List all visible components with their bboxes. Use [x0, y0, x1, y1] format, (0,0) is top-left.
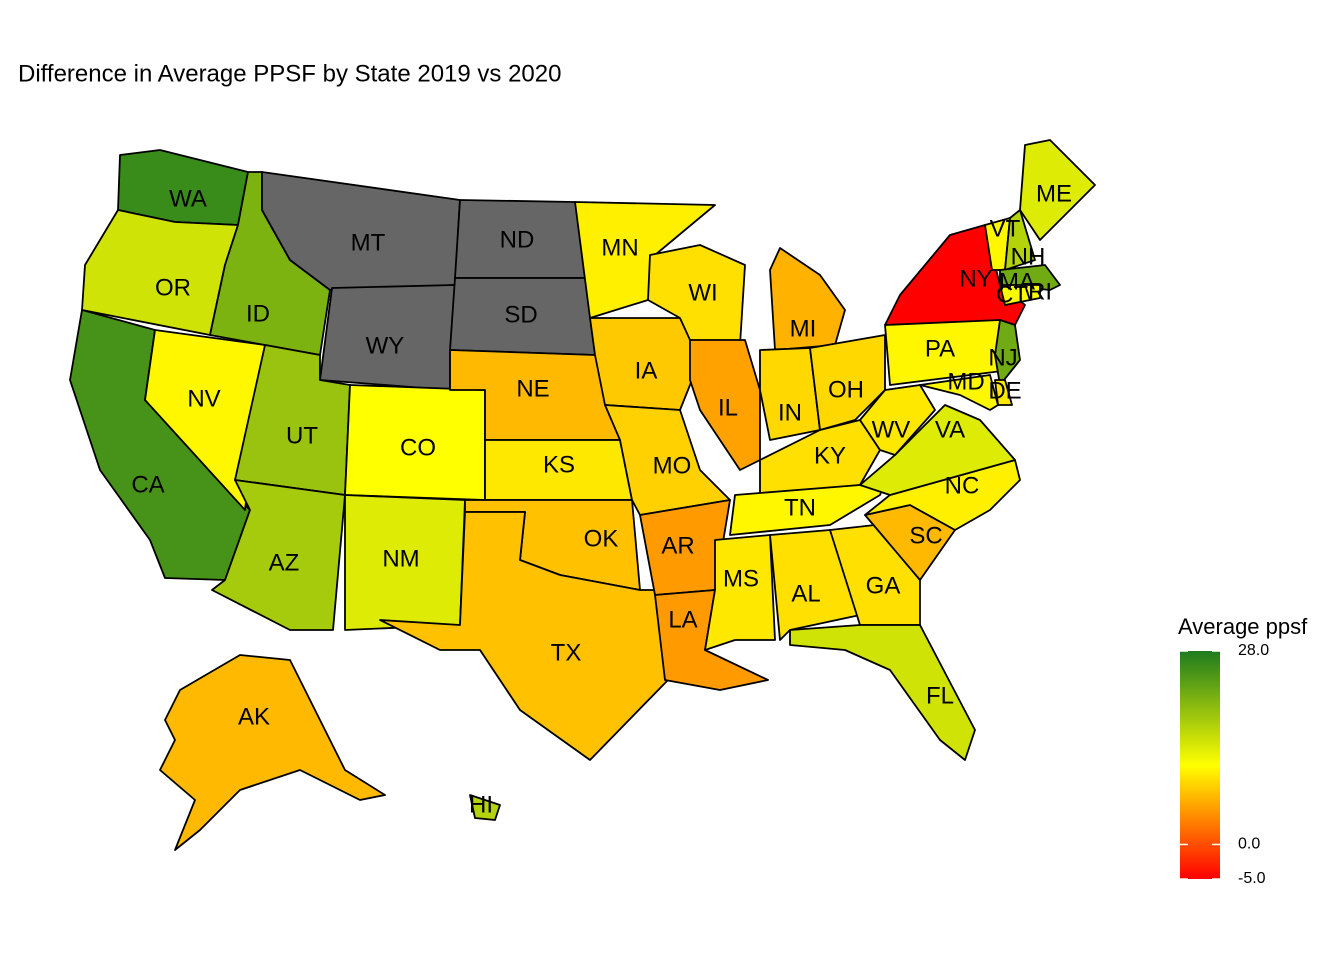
state-label: IL — [718, 394, 738, 421]
state-label: AK — [238, 703, 270, 730]
state-label: MI — [790, 315, 817, 342]
state-label: MS — [723, 565, 759, 592]
state-label: VA — [935, 416, 965, 443]
state-label: CA — [131, 471, 164, 498]
state-label: ND — [500, 226, 535, 253]
state-label: NY — [959, 265, 992, 292]
state — [1019, 139, 1096, 241]
state — [1024, 284, 1041, 301]
state-label: SD — [504, 301, 537, 328]
state-label: MD — [947, 368, 984, 395]
state — [829, 524, 921, 626]
state-label: ID — [246, 300, 270, 327]
state — [769, 529, 861, 641]
state — [919, 374, 999, 411]
state — [859, 384, 936, 456]
state-label: DE — [988, 377, 1021, 404]
state-label: VT — [990, 215, 1021, 242]
state-label: NE — [516, 375, 549, 402]
state — [379, 511, 669, 761]
states — [69, 139, 1096, 851]
state-label: OR — [155, 274, 191, 301]
state-label: AZ — [269, 549, 300, 576]
state-label: NM — [382, 545, 419, 572]
state-label: HI — [469, 791, 493, 818]
state-label: RI — [1028, 278, 1052, 305]
state — [689, 339, 761, 471]
state-label: FL — [926, 682, 954, 709]
state — [159, 654, 386, 851]
state — [704, 534, 776, 651]
state-label: SC — [909, 522, 942, 549]
state-label: IA — [635, 357, 658, 384]
state — [144, 329, 266, 511]
legend: 28.0 0.0 -5.0 — [1180, 642, 1269, 887]
state-label: CO — [400, 434, 436, 461]
state-label: TX — [551, 639, 582, 666]
legend-title: Average ppsf — [1178, 614, 1308, 639]
state-label: NJ — [988, 344, 1017, 371]
state — [994, 379, 1013, 406]
state-label: WV — [872, 416, 911, 443]
state-label: MO — [653, 452, 692, 479]
state — [1004, 209, 1036, 271]
state — [994, 319, 1021, 386]
state-label: MN — [601, 234, 638, 261]
state-label: UT — [286, 422, 318, 449]
state-label: WA — [169, 185, 207, 212]
state-label: MA — [999, 268, 1035, 295]
state-label: NH — [1011, 243, 1046, 270]
state-label: WY — [366, 332, 405, 359]
state-label: OH — [828, 376, 864, 403]
state-label: CT — [996, 281, 1028, 308]
state-label: ME — [1036, 180, 1072, 207]
colorbar — [1180, 651, 1220, 879]
state — [809, 334, 886, 431]
state-label: KY — [814, 442, 846, 469]
state-labels: WA OR CA NV ID MT WY ND SD UT CO AZ NM NE KS OK TX MN IA MO… — [131, 180, 1072, 818]
state-label: AR — [661, 532, 694, 559]
state-label: LA — [668, 606, 697, 633]
state-label: KS — [543, 451, 575, 478]
state-label: MT — [351, 229, 386, 256]
state — [789, 624, 976, 761]
legend-tick-label: 0.0 — [1238, 836, 1260, 853]
state-label: TN — [784, 494, 816, 521]
state-label: NV — [187, 385, 220, 412]
state — [211, 479, 346, 631]
legend-tick-label: -5.0 — [1238, 870, 1266, 887]
state-label: OK — [584, 525, 619, 552]
state-label: GA — [866, 572, 901, 599]
state — [469, 794, 501, 821]
legend-tick-label: 28.0 — [1238, 642, 1269, 659]
state-label: IN — [778, 399, 802, 426]
state-label: WI — [688, 279, 717, 306]
state-label: NC — [945, 472, 980, 499]
state — [999, 264, 1061, 291]
state-label: PA — [925, 335, 955, 362]
map-title: Difference in Average PPSF by State 2019… — [18, 60, 561, 87]
state — [759, 347, 821, 441]
state-label: AL — [791, 580, 820, 607]
